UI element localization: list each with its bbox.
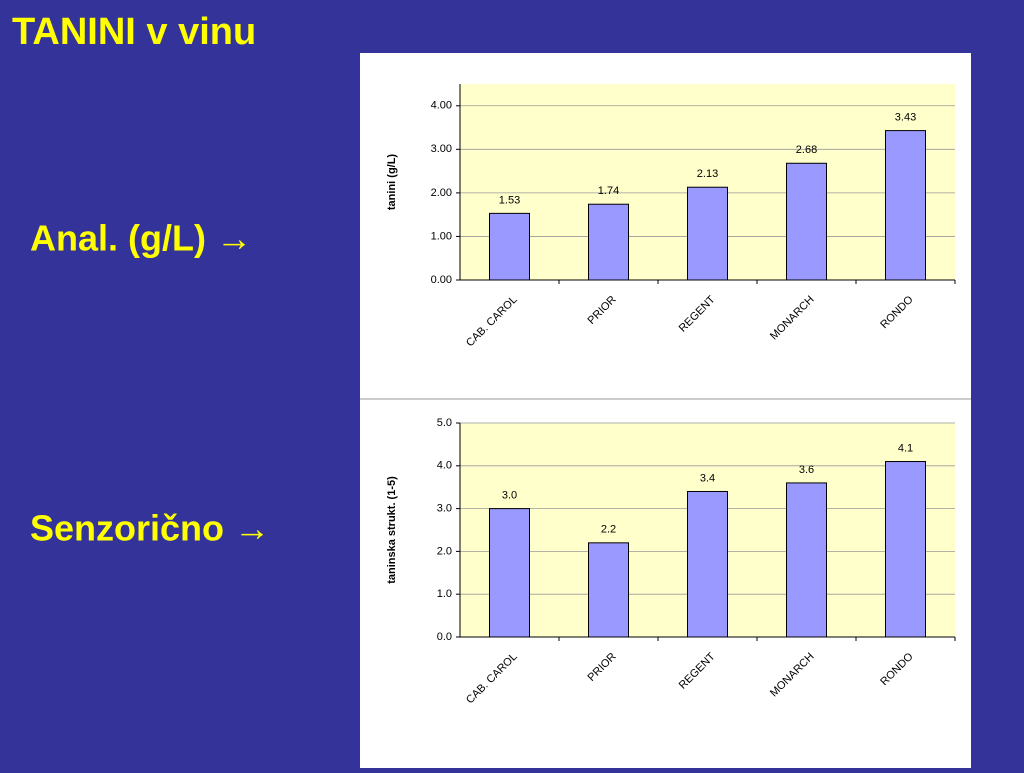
y-tick-label: 4.00: [431, 100, 452, 112]
bar: [489, 508, 530, 638]
bar: [786, 162, 827, 281]
bar: [588, 203, 629, 281]
y-tick-label: 1.0: [437, 588, 452, 600]
value-label: 4.1: [898, 442, 913, 454]
y-tick-label: 2.00: [431, 187, 452, 199]
bar: [489, 212, 530, 281]
bar: [588, 542, 629, 638]
bar: [885, 130, 926, 281]
y-tick-label: 0.00: [431, 274, 452, 286]
y-tick-label: 3.0: [437, 503, 452, 515]
y-axis-title: taninska strukt. (1-5): [386, 476, 398, 584]
y-tick-label: 3.00: [431, 143, 452, 155]
bar: [786, 482, 827, 638]
value-label: 3.4: [700, 472, 715, 484]
bar: [885, 461, 926, 638]
y-tick-label: 0.0: [437, 631, 452, 643]
value-label: 2.2: [601, 524, 616, 536]
value-label: 2.13: [697, 168, 718, 180]
value-label: 3.43: [895, 112, 916, 124]
value-label: 2.68: [796, 144, 817, 156]
value-label: 1.53: [499, 194, 520, 206]
y-tick-label: 5.0: [437, 417, 452, 429]
value-label: 1.74: [598, 185, 619, 197]
bar: [687, 186, 728, 281]
value-label: 3.0: [502, 490, 517, 502]
bar: [687, 490, 728, 638]
label: Senzorično →: [30, 508, 270, 549]
y-tick-label: 2.0: [437, 545, 452, 557]
y-tick-label: 4.0: [437, 460, 452, 472]
y-axis-title: tanini (g/L): [386, 154, 398, 211]
y-tick-label: 1.00: [431, 230, 452, 242]
slide-title: TANINI v vinu: [12, 11, 256, 53]
value-label: 3.6: [799, 464, 814, 476]
label: Anal. (g/L) →: [30, 218, 252, 259]
